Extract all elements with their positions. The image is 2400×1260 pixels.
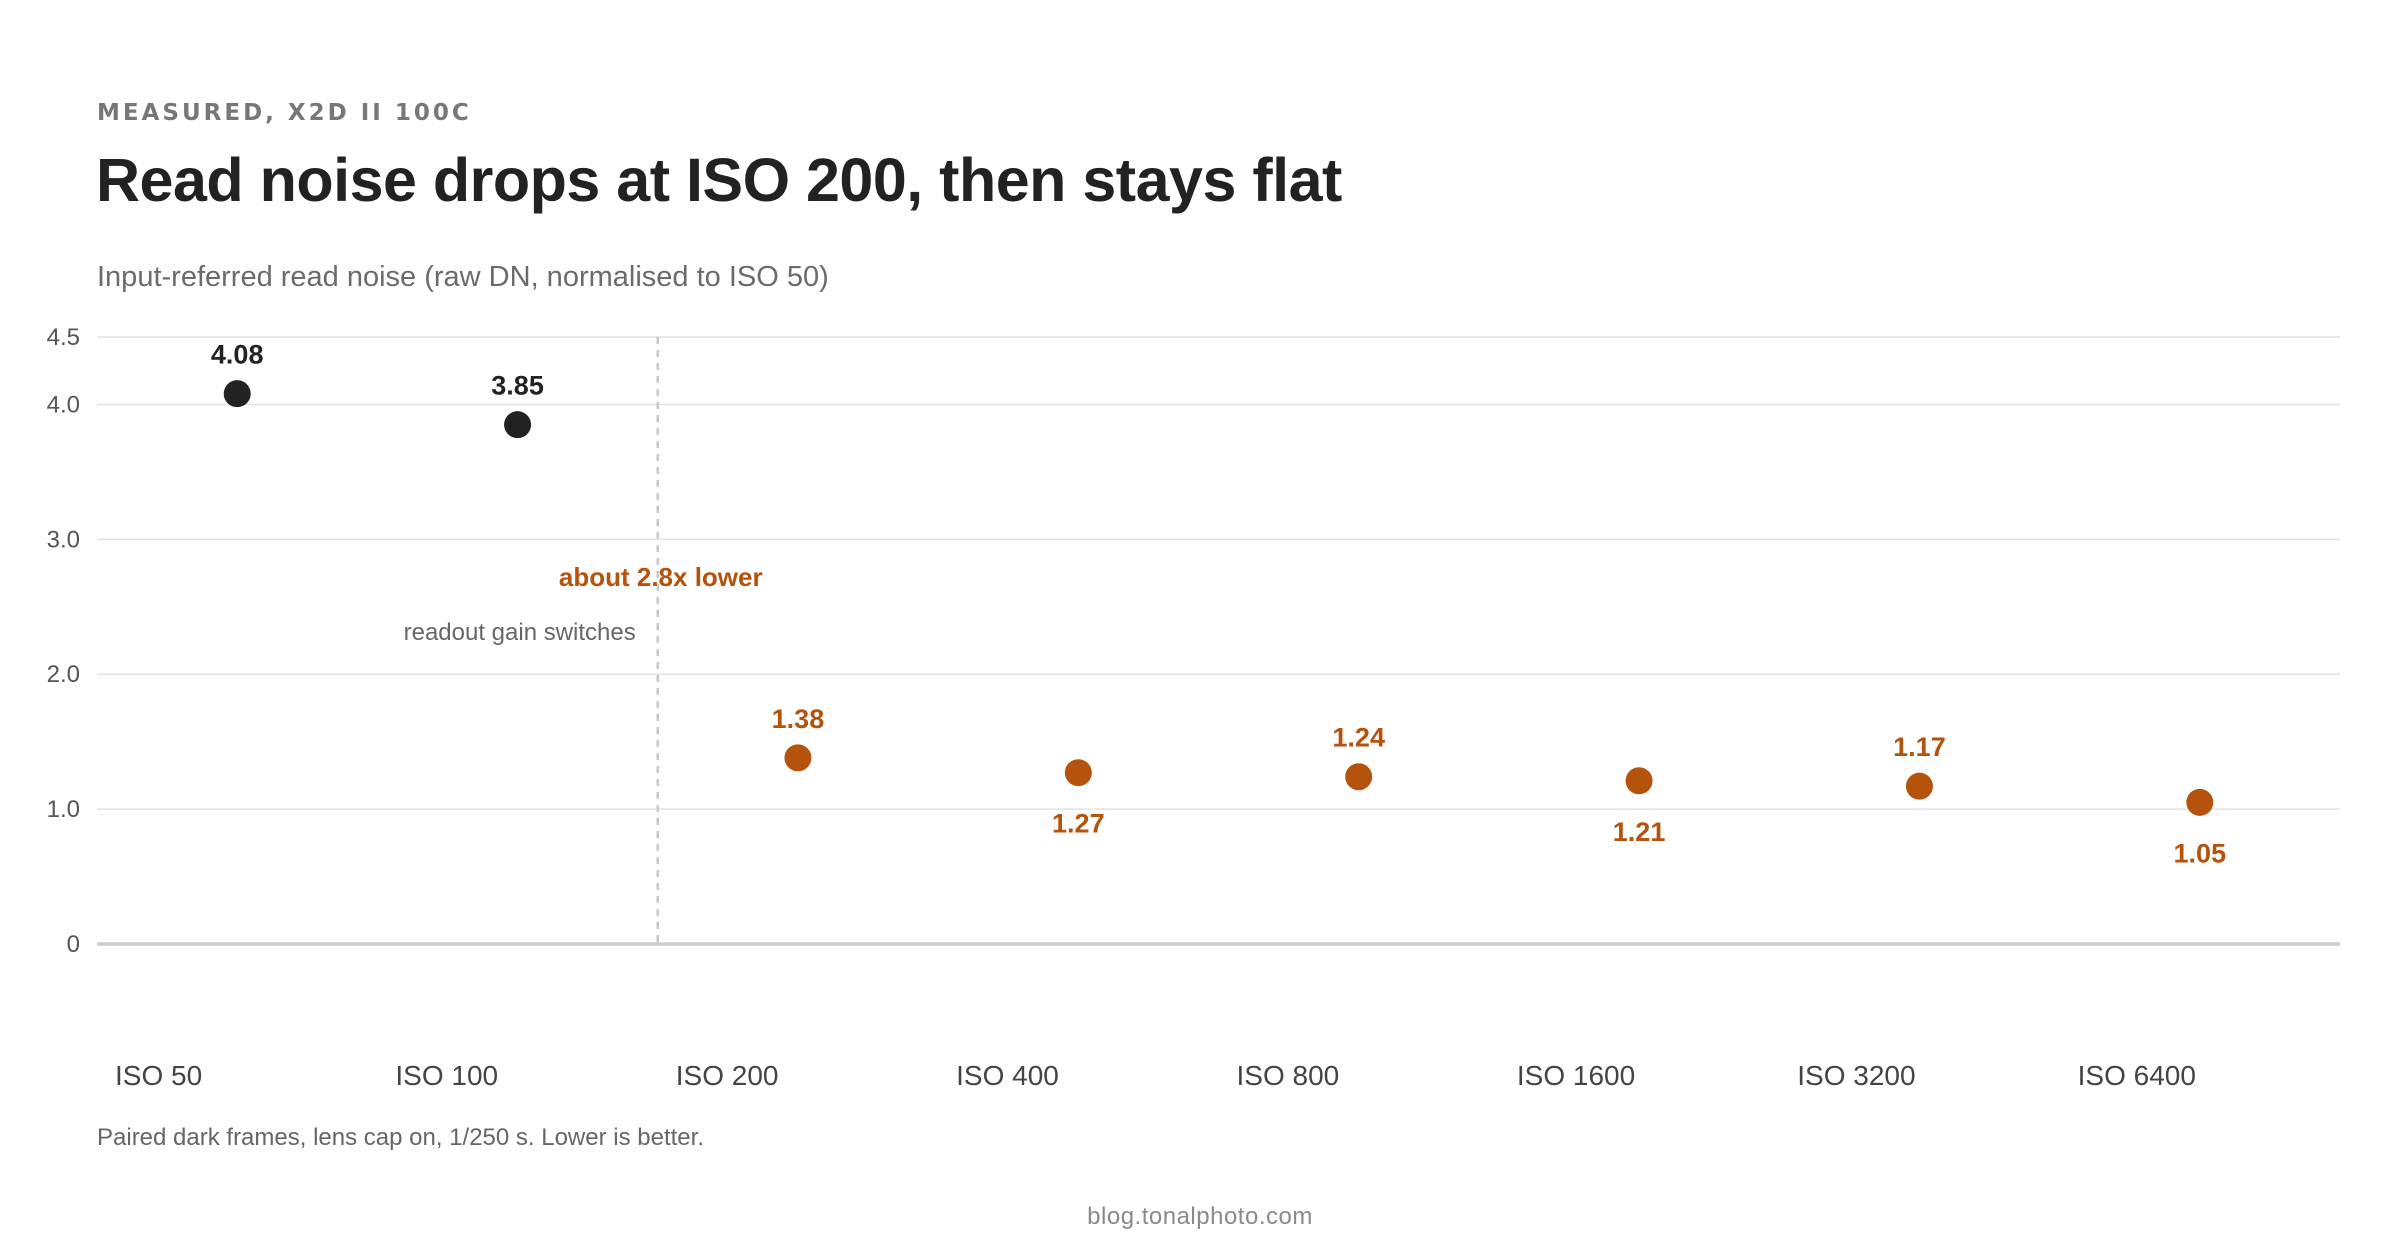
chart-footnote: Paired dark frames, lens cap on, 1/250 s… xyxy=(97,1124,704,1151)
data-label: 1.27 xyxy=(1052,809,1105,839)
y-tick-label: 4.0 xyxy=(47,391,80,418)
data-point xyxy=(2186,788,2214,816)
grid-lines xyxy=(97,336,2340,946)
y-tick-label: 2.0 xyxy=(47,661,80,688)
x-category-label: ISO 100 xyxy=(395,1060,498,1091)
data-point xyxy=(1905,772,1933,800)
data-label: 1.21 xyxy=(1613,817,1666,847)
x-category-label: ISO 3200 xyxy=(1797,1060,1915,1091)
annotations: about 2.8x lower readout gain switches xyxy=(404,337,763,944)
data-label: 1.38 xyxy=(772,704,825,734)
data-point xyxy=(1064,759,1092,787)
x-category-label: ISO 6400 xyxy=(2078,1060,2196,1091)
x-category-label: ISO 800 xyxy=(1237,1060,1340,1091)
data-label: 4.08 xyxy=(211,340,264,370)
x-category-label: ISO 1600 xyxy=(1517,1060,1635,1091)
data-point xyxy=(784,744,812,772)
y-tick-label: 0 xyxy=(67,931,80,958)
y-tick-label: 1.0 xyxy=(47,796,80,823)
data-points: 4.08 3.85 1.38 1.27 1.24 1.21 1.17 1.05 xyxy=(211,340,2226,869)
source-credit: blog.tonalphoto.com xyxy=(1087,1203,1313,1230)
data-point xyxy=(223,380,251,408)
data-label: 3.85 xyxy=(491,371,544,401)
data-label: 1.05 xyxy=(2174,838,2227,868)
chart-eyebrow: MEASURED, X2D II 100C xyxy=(97,100,472,126)
divider-annotation: readout gain switches xyxy=(404,619,636,646)
x-category-label: ISO 200 xyxy=(676,1060,779,1091)
data-label: 1.17 xyxy=(1893,732,1946,762)
ratio-annotation: about 2.8x lower xyxy=(559,562,763,592)
data-point xyxy=(1625,767,1653,795)
data-point xyxy=(1345,763,1373,791)
chart-title: Read noise drops at ISO 200, then stays … xyxy=(96,146,1342,214)
data-point xyxy=(504,411,532,439)
x-category-label: ISO 400 xyxy=(956,1060,1059,1091)
y-tick-label: 4.5 xyxy=(47,324,80,351)
x-axis: ISO 50 ISO 100 ISO 200 ISO 400 ISO 800 ISO 16… xyxy=(115,1060,2196,1091)
chart-subtitle: Input-referred read noise (raw DN, norma… xyxy=(97,261,829,293)
y-tick-label: 3.0 xyxy=(47,526,80,553)
x-category-label: ISO 50 xyxy=(115,1060,202,1091)
y-axis: 0 1.0 2.0 3.0 4.0 4.5 xyxy=(47,324,80,958)
data-label: 1.24 xyxy=(1332,723,1385,753)
